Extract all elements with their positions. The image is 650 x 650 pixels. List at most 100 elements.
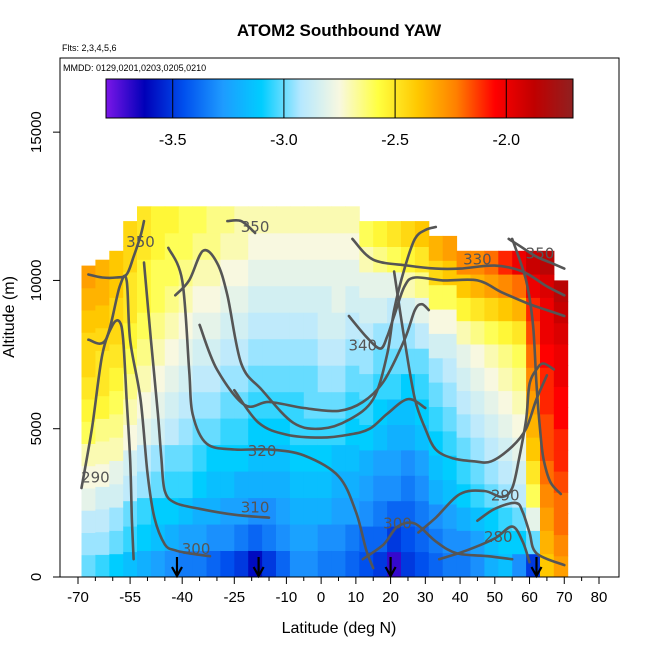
x-tick-label: -25 — [223, 589, 245, 606]
x-tick-label: 60 — [521, 589, 538, 606]
contour-label: 350 — [241, 218, 270, 236]
heat-cell — [303, 206, 319, 234]
x-tick-label: 50 — [486, 589, 503, 606]
heat-cell — [234, 444, 249, 472]
contour-label: 320 — [248, 442, 277, 460]
heat-cell — [164, 259, 180, 287]
y-tick-label: 10000 — [28, 260, 45, 302]
heat-cell — [456, 297, 471, 322]
heat-cell — [414, 399, 430, 425]
heat-cell — [512, 553, 527, 578]
contour-label: 280 — [484, 528, 513, 546]
heat-cell — [331, 338, 346, 366]
heat-cell — [95, 418, 110, 442]
heat-cell — [456, 437, 471, 461]
heat-cell — [414, 221, 430, 247]
heat-cell — [234, 285, 249, 313]
heat-cell — [234, 418, 249, 446]
heat-cell — [442, 430, 458, 456]
heat-cell — [178, 524, 194, 551]
heat-cell — [178, 206, 194, 234]
heat-cell — [428, 455, 444, 481]
heat-cell — [401, 449, 416, 476]
heat-cell — [359, 449, 374, 476]
heat-cell — [206, 471, 221, 499]
heat-cell — [248, 312, 263, 340]
heat-cell — [331, 524, 346, 551]
y-axis-label: Altitude (m) — [1, 276, 18, 358]
heat-cell — [81, 354, 96, 378]
heat-cell — [470, 367, 485, 392]
heat-cell — [498, 320, 513, 345]
heat-cell — [470, 413, 485, 438]
heat-cell — [553, 301, 569, 324]
heat-cell — [109, 367, 124, 392]
heat-cell — [206, 365, 221, 393]
heat-cell — [123, 399, 138, 425]
heat-cell — [95, 305, 110, 329]
heat-cell — [262, 206, 277, 234]
y-tick-label: 5000 — [28, 412, 45, 445]
heat-cell — [178, 285, 194, 313]
heat-cell — [512, 274, 527, 298]
heat-cell — [345, 232, 360, 260]
heat-cell — [289, 338, 305, 366]
x-tick-label: 10 — [348, 589, 365, 606]
contour-line-320 — [167, 246, 375, 570]
heat-cell — [345, 338, 360, 366]
heat-cell — [317, 391, 333, 419]
heat-cell — [220, 232, 235, 260]
heat-cell — [345, 206, 360, 234]
colorbar: -3.5 -3.0 -2.5 -2.0 — [105, 78, 574, 149]
heat-cell — [456, 483, 471, 508]
heat-cell — [262, 524, 277, 551]
heat-cell — [428, 430, 444, 456]
heat-cell — [234, 312, 249, 340]
heat-cell — [234, 206, 249, 234]
heat-cell — [150, 285, 166, 313]
heat-cell — [553, 365, 569, 387]
heat-cell — [331, 497, 346, 525]
heat-cell — [331, 391, 346, 419]
heat-cell — [442, 455, 458, 481]
x-tick-label: 20 — [382, 589, 399, 606]
heat-cell — [248, 338, 263, 366]
heat-cell — [95, 554, 110, 578]
heat-cell — [109, 413, 124, 438]
heat-cell — [317, 550, 333, 578]
heat-cell — [206, 206, 221, 234]
heat-cell — [109, 460, 124, 485]
contour-label: 350 — [126, 233, 155, 251]
heat-cell — [414, 348, 430, 375]
heat-cell — [442, 309, 458, 334]
heat-cell — [303, 365, 319, 393]
heat-cell — [553, 449, 569, 472]
heat-cell — [359, 272, 374, 298]
heat-cell — [303, 471, 319, 499]
heat-cell — [262, 418, 277, 446]
heat-cell — [262, 471, 277, 499]
heat-cell — [414, 475, 430, 502]
heatmap-layer — [81, 206, 569, 578]
heat-cell — [470, 460, 485, 485]
heat-cell — [164, 312, 180, 340]
heat-cell — [192, 285, 207, 313]
heat-cell — [540, 483, 555, 508]
heat-cell — [526, 483, 541, 508]
heat-cell — [123, 424, 138, 451]
heat-cell — [331, 365, 346, 393]
heat-cell — [498, 413, 513, 438]
heat-cell — [192, 391, 207, 419]
heat-cell — [442, 528, 458, 554]
heat-cell — [289, 312, 305, 340]
heat-cell — [540, 530, 555, 555]
heat-cell — [373, 297, 388, 324]
heat-cell — [248, 444, 263, 472]
heat-cell — [359, 500, 374, 527]
heat-cell — [498, 390, 513, 415]
heat-cell — [109, 250, 124, 275]
plot-frame — [59, 57, 620, 578]
heat-cell — [289, 365, 305, 393]
heat-cell — [414, 272, 430, 298]
